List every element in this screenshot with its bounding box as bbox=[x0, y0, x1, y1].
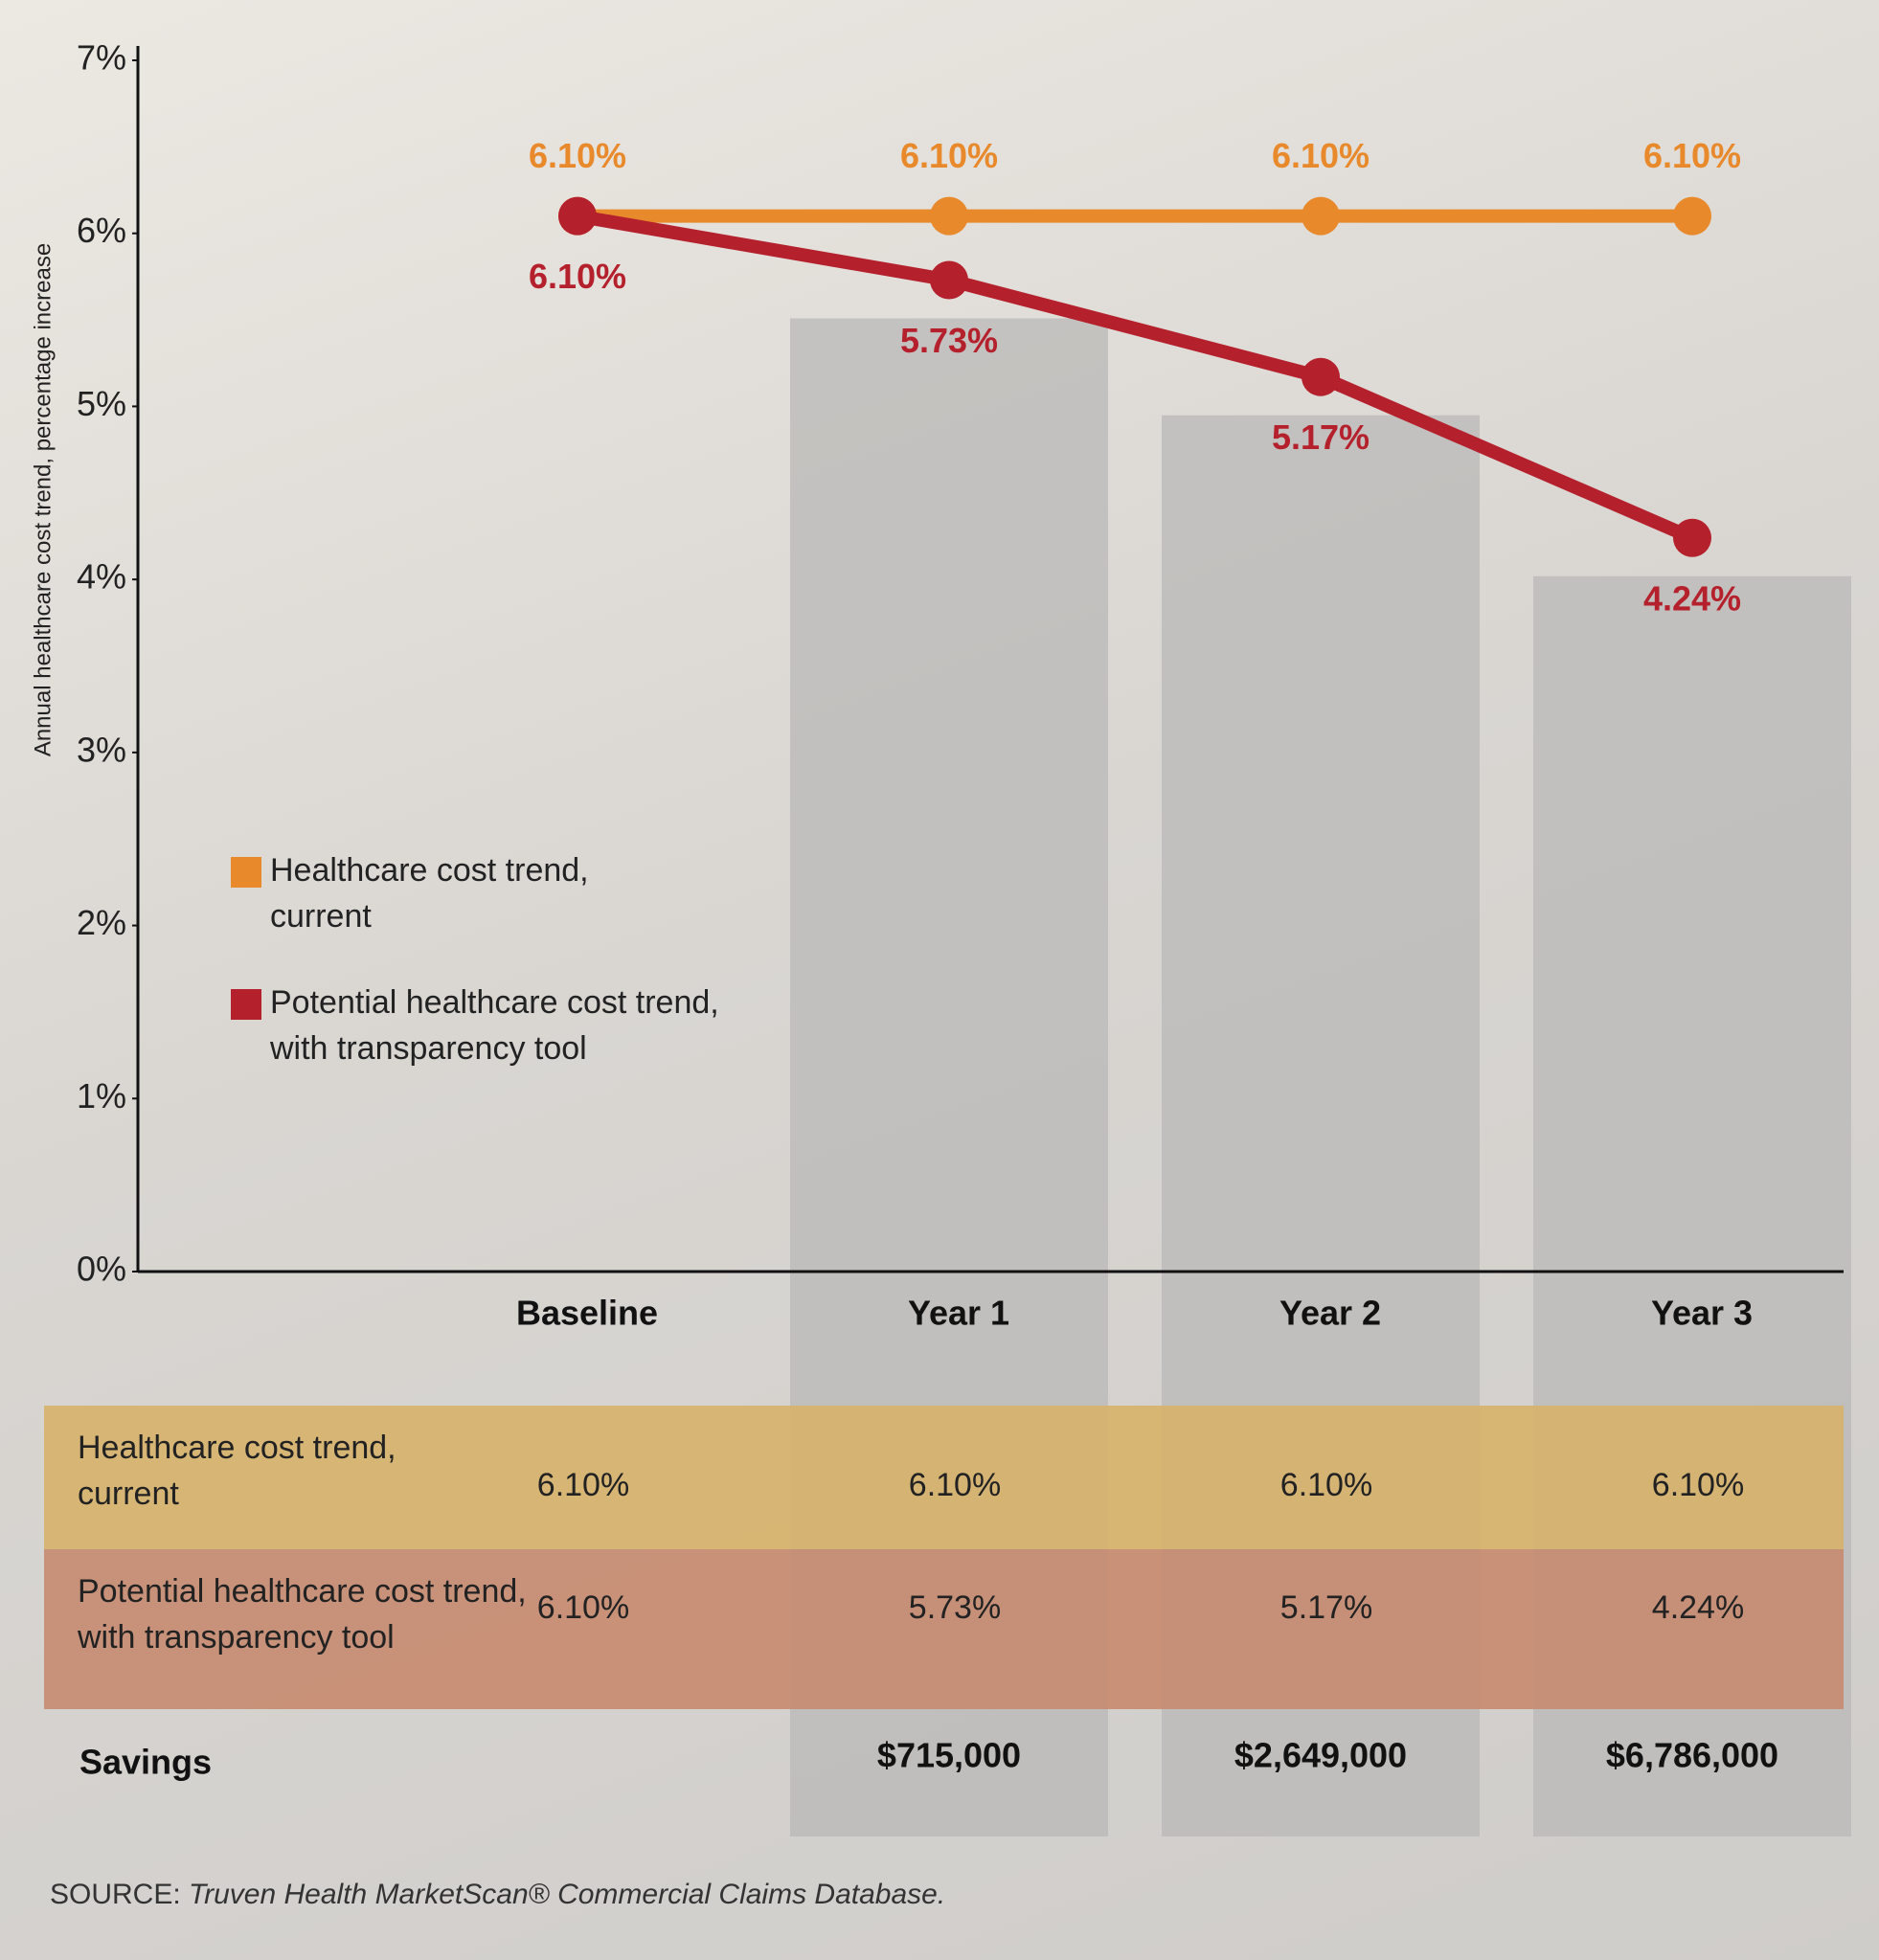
point bbox=[1302, 357, 1340, 396]
table-cell: 6.10% bbox=[537, 1589, 629, 1626]
background-layer bbox=[44, 318, 1851, 1837]
table-cell: 4.24% bbox=[1652, 1589, 1744, 1626]
series-line bbox=[576, 209, 1695, 545]
value-label: 6.10% bbox=[1643, 136, 1741, 175]
table-row-label: Healthcare cost trend, current bbox=[78, 1430, 396, 1512]
table-row-label: Potential healthcare cost trend, with tr… bbox=[78, 1573, 527, 1656]
point bbox=[930, 260, 968, 300]
point bbox=[558, 196, 597, 236]
x-tick-label: Year 3 bbox=[1651, 1294, 1753, 1333]
y-tick-label: 6% bbox=[77, 211, 126, 250]
point bbox=[930, 196, 968, 236]
point bbox=[1673, 196, 1711, 236]
source-text: Truven Health MarketScan® Commercial Cla… bbox=[189, 1879, 946, 1910]
value-label: 5.73% bbox=[900, 321, 998, 360]
table-row-band bbox=[44, 1406, 1844, 1549]
table-cell: 5.73% bbox=[909, 1589, 1001, 1626]
legend-label: Potential healthcare cost trend, with tr… bbox=[270, 984, 719, 1067]
table-cell: $2,649,000 bbox=[1234, 1736, 1407, 1775]
x-tick-label: Baseline bbox=[516, 1294, 658, 1333]
point bbox=[1673, 518, 1711, 557]
value-label: 5.17% bbox=[1272, 417, 1370, 457]
y-tick-label: 3% bbox=[77, 730, 126, 769]
y-tick-label: 2% bbox=[77, 903, 126, 942]
point bbox=[1302, 196, 1340, 236]
y-tick-label: 7% bbox=[77, 38, 126, 78]
x-tick-label: Year 2 bbox=[1279, 1294, 1381, 1333]
table-cell: 6.10% bbox=[1652, 1467, 1744, 1503]
legend-label: Healthcare cost trend, current bbox=[270, 852, 589, 935]
table-cell: 6.10% bbox=[537, 1467, 629, 1503]
table-cell: 5.17% bbox=[1280, 1589, 1372, 1626]
table-cell: 6.10% bbox=[909, 1467, 1001, 1503]
x-tick-label: Year 1 bbox=[908, 1294, 1009, 1333]
table-cell: 6.10% bbox=[1280, 1467, 1372, 1503]
table-row-band bbox=[44, 1549, 1844, 1709]
legend-swatch bbox=[231, 857, 261, 888]
value-label: 4.24% bbox=[1643, 578, 1741, 618]
value-label: 6.10% bbox=[1272, 136, 1370, 175]
y-tick-label: 1% bbox=[77, 1076, 126, 1115]
table-cell: $6,786,000 bbox=[1606, 1736, 1778, 1775]
y-tick-label: 4% bbox=[77, 557, 126, 597]
y-tick-label: 5% bbox=[77, 384, 126, 423]
source-label: SOURCE: bbox=[50, 1879, 181, 1910]
table-row-label: Savings bbox=[79, 1743, 212, 1782]
value-label: 6.10% bbox=[900, 136, 998, 175]
y-tick-label: 0% bbox=[77, 1250, 126, 1289]
y-axis-title: Annual healthcare cost trend, percentage… bbox=[30, 243, 56, 756]
value-label: 6.10% bbox=[529, 257, 626, 296]
source: SOURCE: Truven Health MarketScan® Commer… bbox=[50, 1879, 945, 1911]
table-cell: $715,000 bbox=[877, 1736, 1021, 1775]
legend-swatch bbox=[231, 989, 261, 1020]
value-label: 6.10% bbox=[529, 136, 626, 175]
